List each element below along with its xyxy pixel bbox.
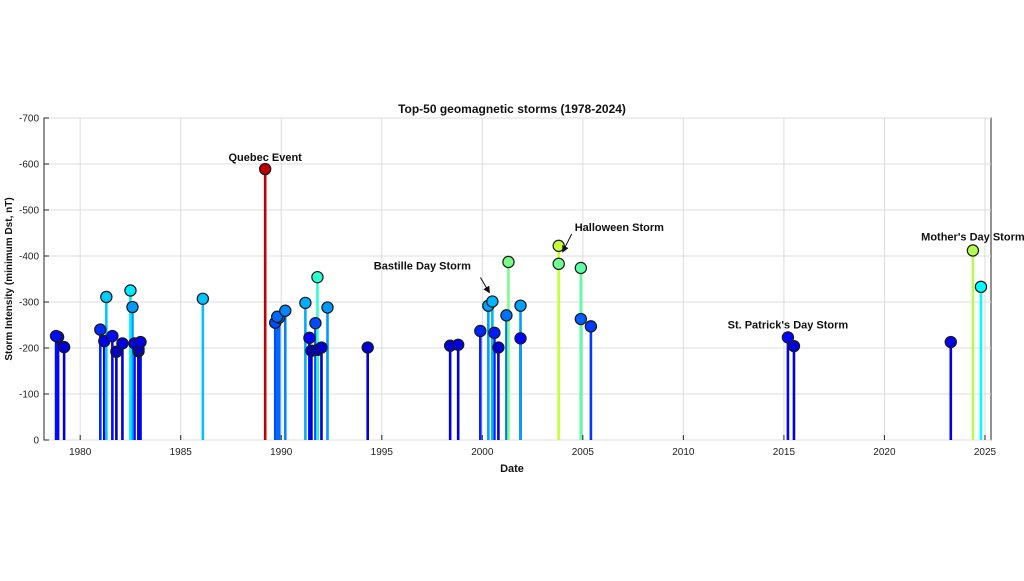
storm-marker bbox=[781, 331, 795, 344]
storm-marker bbox=[303, 331, 316, 345]
annotation-arrow bbox=[562, 233, 573, 253]
storm-marker bbox=[309, 316, 322, 330]
storm-marker bbox=[134, 335, 147, 349]
storm-marker bbox=[514, 299, 527, 312]
storm-marker bbox=[584, 320, 598, 333]
x-tick-label: 2015 bbox=[773, 447, 796, 458]
x-tick-label: 1980 bbox=[69, 447, 92, 458]
storm-marker bbox=[574, 312, 588, 326]
storm-marker bbox=[492, 341, 505, 354]
storm-marker bbox=[974, 280, 988, 294]
storm-marker bbox=[474, 324, 487, 338]
storm-marker bbox=[944, 335, 957, 349]
annotation-label: Bastille Day Storm bbox=[374, 261, 471, 273]
storm-marker bbox=[57, 340, 71, 354]
y-axis-label: Storm Intensity (minimum Dst, nT) bbox=[4, 197, 15, 360]
x-tick-label: 2010 bbox=[672, 447, 695, 458]
x-tick-label: 2000 bbox=[471, 447, 494, 458]
y-tick-label: -100 bbox=[19, 390, 39, 401]
storm-marker bbox=[126, 300, 139, 314]
annotation-label: St. Patrick's Day Storm bbox=[728, 319, 849, 331]
annotations: Quebec Event Bastille Day Storm Halloween … bbox=[228, 152, 1024, 331]
storm-marker bbox=[500, 309, 513, 322]
y-tick-label: -700 bbox=[19, 114, 39, 125]
annotation-label: Halloween Storm bbox=[575, 222, 664, 234]
x-axis-label: Date bbox=[500, 463, 524, 475]
storm-marker bbox=[196, 292, 210, 305]
x-tick-label: 2005 bbox=[572, 447, 595, 458]
storm-marker bbox=[279, 304, 292, 317]
storm-marker bbox=[787, 339, 801, 353]
storm-marker bbox=[49, 329, 63, 343]
annotation-label: Quebec Event bbox=[228, 152, 302, 164]
storm-marker bbox=[574, 261, 588, 275]
storm-marker bbox=[258, 162, 272, 176]
markers bbox=[49, 162, 988, 358]
annotation-arrow bbox=[479, 277, 490, 294]
storm-marker bbox=[321, 301, 334, 314]
storm-marker bbox=[94, 323, 107, 336]
storm-marker bbox=[116, 337, 129, 350]
x-tick-label: 1990 bbox=[270, 447, 293, 458]
plot-area bbox=[43, 117, 992, 441]
storm-marker bbox=[315, 341, 328, 354]
storm-marker bbox=[124, 284, 137, 297]
y-tick-label: -300 bbox=[19, 298, 39, 309]
storm-marker bbox=[311, 270, 324, 284]
y-tick-label: 0 bbox=[33, 436, 39, 447]
storm-marker bbox=[488, 326, 501, 340]
storm-marker bbox=[451, 338, 465, 351]
storm-marker bbox=[486, 295, 499, 308]
storm-marker bbox=[106, 329, 119, 343]
y-tick-label: -600 bbox=[19, 160, 39, 171]
y-tick-label: -400 bbox=[19, 252, 39, 263]
storm-marker bbox=[299, 296, 312, 310]
y-tick-label: -200 bbox=[19, 344, 39, 355]
x-tick-label: 2025 bbox=[974, 447, 997, 458]
x-tick-label: 1995 bbox=[371, 447, 394, 458]
annotation-label: Mother's Day Storm bbox=[921, 231, 1024, 243]
x-tick-label: 2020 bbox=[873, 447, 896, 458]
stems bbox=[54, 169, 983, 440]
x-tick-label: 1985 bbox=[170, 447, 193, 458]
storm-marker bbox=[514, 332, 527, 345]
y-tick-label: -500 bbox=[19, 206, 39, 217]
storm-marker bbox=[100, 290, 113, 304]
chart-title: Top-50 geomagnetic storms (1978-2024) bbox=[398, 102, 626, 116]
axis-ticks: 1980 1985 1990 1995 2000 2005 2010 2015 2020 2025… bbox=[19, 114, 997, 459]
storm-marker bbox=[552, 239, 565, 253]
storm-marker bbox=[110, 345, 123, 358]
storm-marker bbox=[552, 257, 565, 271]
storm-marker bbox=[361, 341, 374, 354]
storm-marker bbox=[502, 255, 515, 269]
storm-marker bbox=[966, 244, 980, 257]
